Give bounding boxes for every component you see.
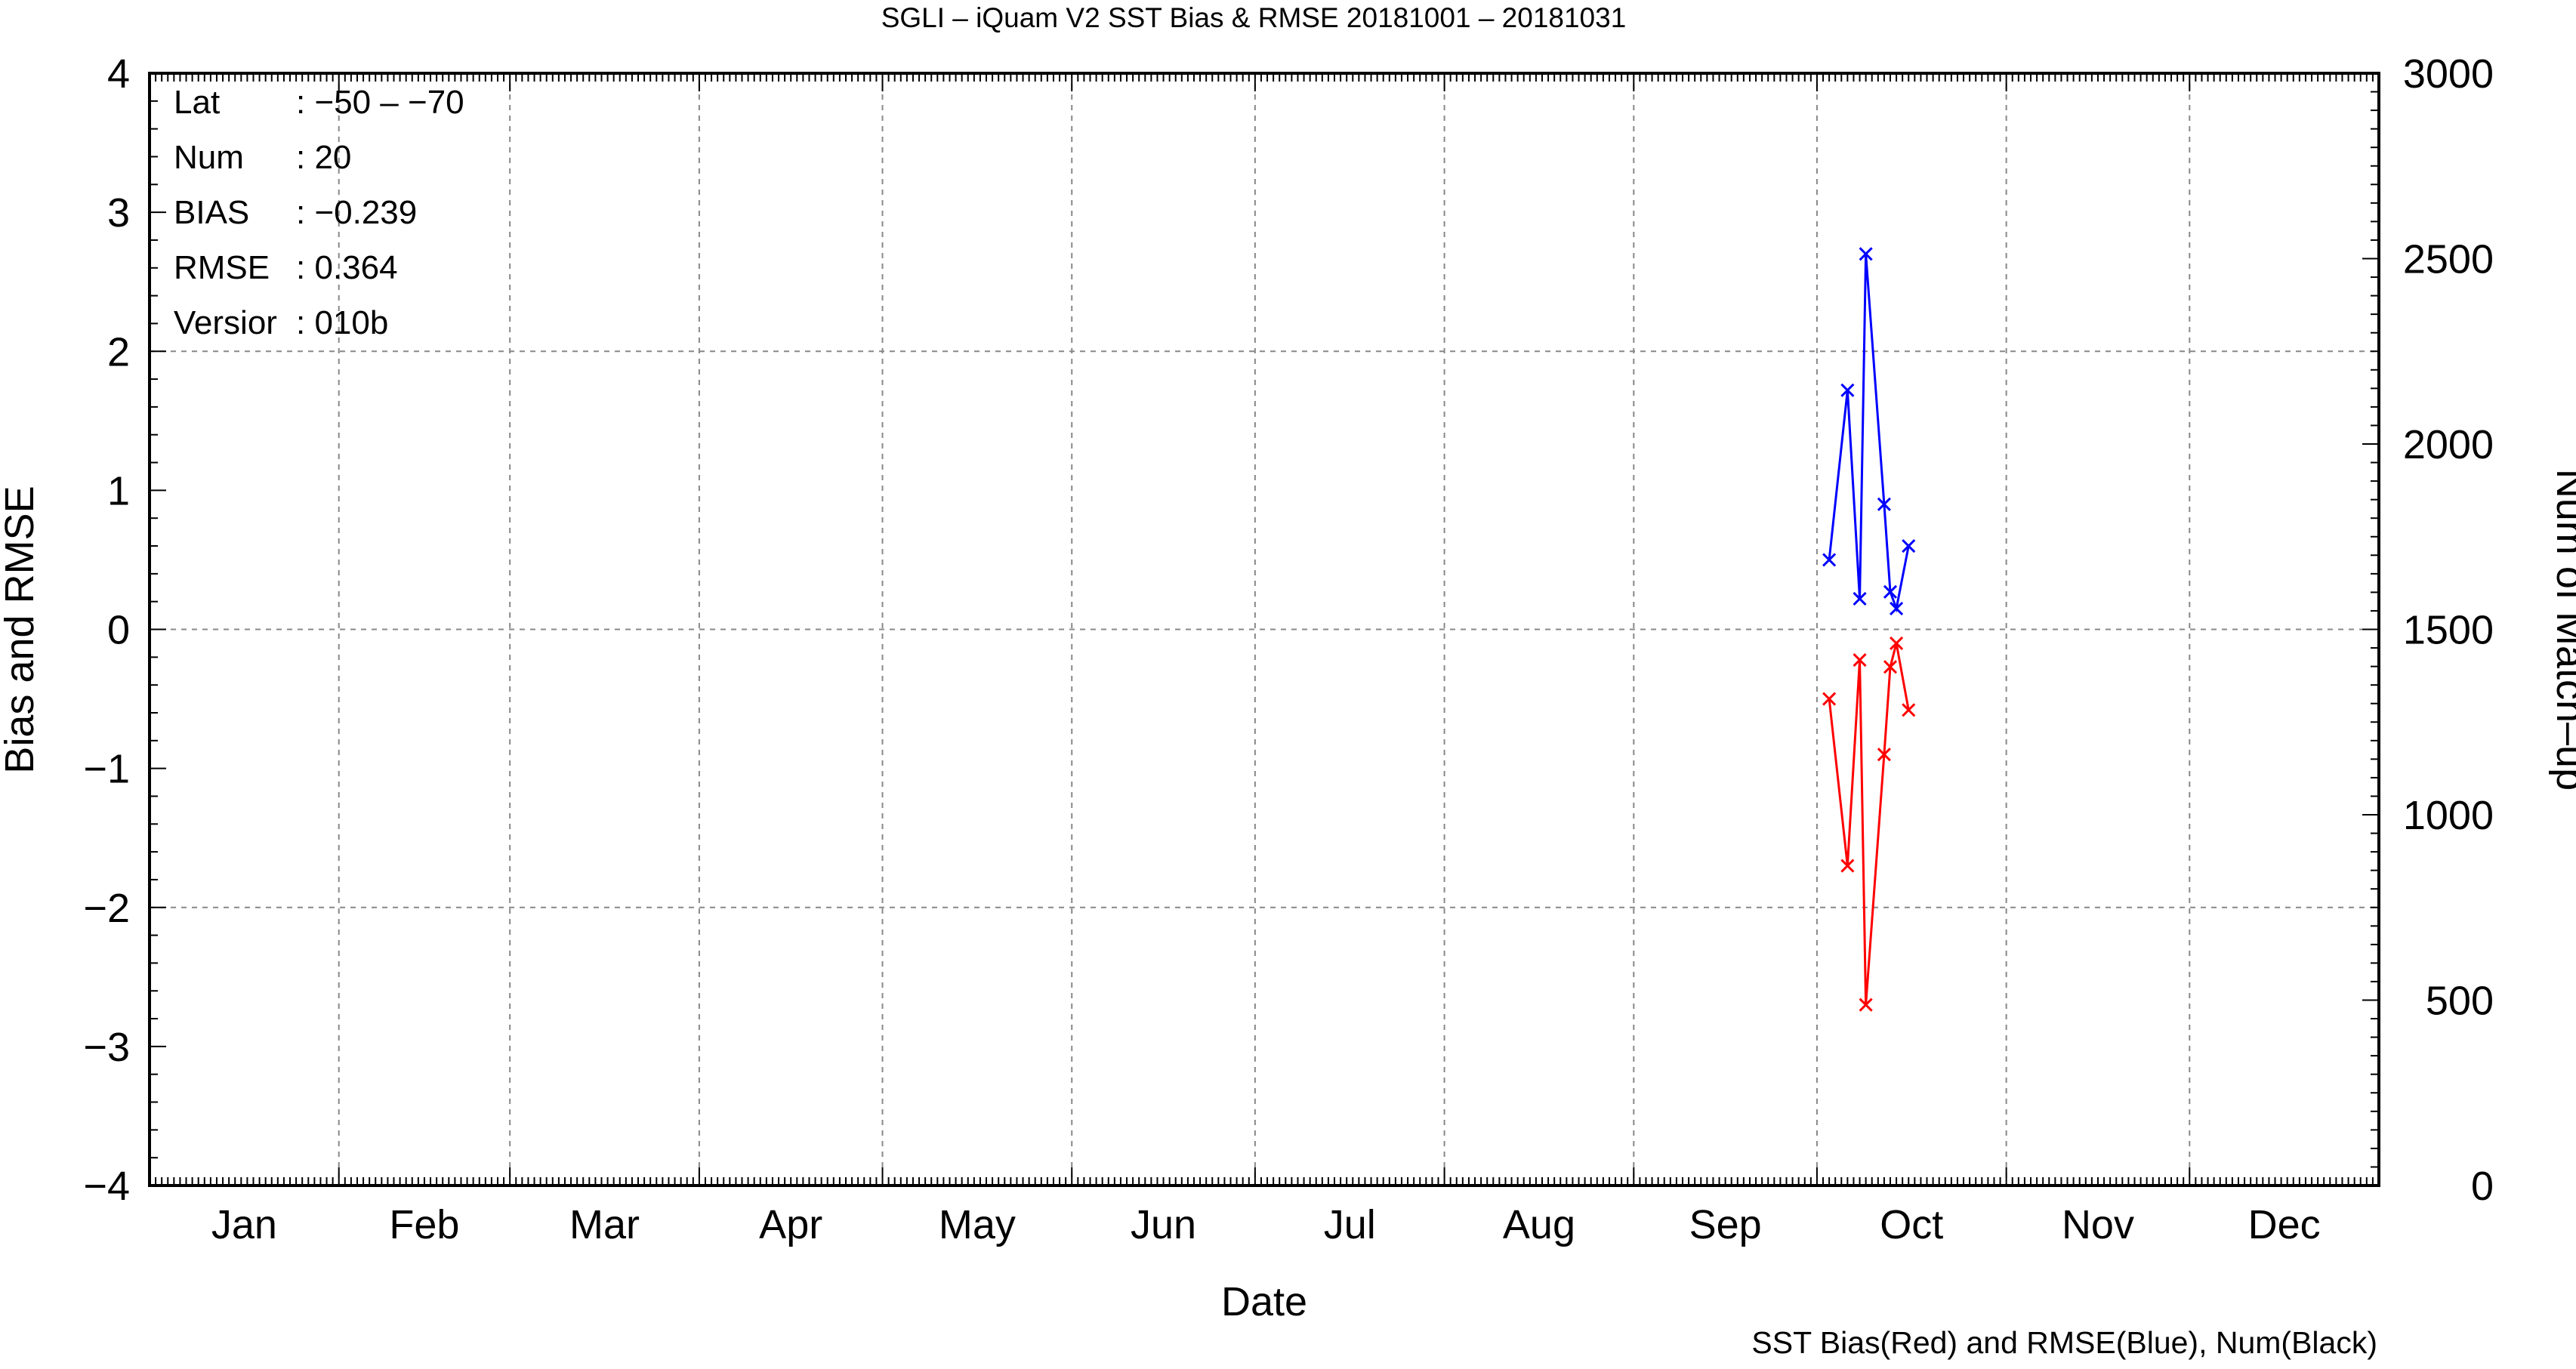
footnote: SST Bias(Red) and RMSE(Blue), Num(Black) — [1751, 1325, 2377, 1360]
x-tick-label: Feb — [389, 1202, 459, 1247]
data-point — [1902, 538, 1916, 553]
data-point — [1877, 748, 1891, 762]
series-lines — [1822, 247, 1916, 1012]
stat-key: Num — [174, 139, 244, 176]
x-tick-label: Sep — [1689, 1202, 1762, 1247]
y2-axis-label: Num of Match–up — [2548, 469, 2576, 791]
x-tick-label: Aug — [1503, 1202, 1575, 1247]
data-point — [1853, 652, 1867, 668]
stat-key: Lat — [174, 84, 220, 121]
chart-title: SGLI – iQuam V2 SST Bias & RMSE 20181001… — [881, 2, 1627, 33]
stat-key: Versior — [174, 304, 277, 341]
y2-tick-label: 3000 — [2403, 51, 2494, 97]
data-point — [1883, 584, 1898, 599]
y-tick-labels: 4 3 2 1 0 −1 −2 −3 −4 — [83, 51, 130, 1209]
data-point — [1883, 660, 1898, 674]
y2-tick-label: 2000 — [2403, 422, 2494, 467]
data-point — [1877, 497, 1891, 511]
y2-tick-label: 1000 — [2403, 793, 2494, 838]
data-point — [1859, 997, 1873, 1012]
stat-value: : 010b — [296, 304, 388, 341]
y-axis-label: Bias and RMSE — [0, 486, 42, 773]
data-point — [1840, 383, 1855, 397]
series-line — [1828, 643, 1910, 1005]
y-tick-label: 2 — [107, 329, 130, 375]
y-tick-label: 3 — [107, 190, 130, 236]
data-point — [1822, 553, 1837, 567]
y2-tick-label: 1500 — [2403, 608, 2494, 653]
x-tick-label: Jun — [1131, 1202, 1196, 1247]
x-tick-label: Nov — [2062, 1202, 2134, 1247]
stats-box: Lat : −50 – −70 Num : 20 BIAS : −0.239 RMSE : 0… — [174, 84, 464, 341]
x-tick-label: Dec — [2248, 1202, 2321, 1247]
data-point — [1890, 636, 1904, 650]
plot-frame — [148, 72, 2380, 1187]
stat-value: : −50 – −70 — [296, 84, 464, 121]
stat-key: RMSE — [174, 249, 270, 286]
x-tick-labels: Jan Feb Mar Apr May Jun Jul Aug Sep Oct Nov Dec — [211, 1202, 2321, 1247]
stat-key: BIAS — [174, 194, 249, 231]
data-point — [1840, 859, 1855, 873]
y-tick-label: 0 — [107, 608, 130, 653]
data-point — [1890, 601, 1904, 615]
x-tick-label: Jul — [1324, 1202, 1376, 1247]
y2-tick-labels: 3000 2500 2000 1500 1000 500 0 — [2403, 51, 2494, 1209]
y-tick-label: −2 — [83, 886, 130, 931]
x-tick-label: May — [939, 1202, 1016, 1247]
x-tick-label: Mar — [569, 1202, 640, 1247]
data-point — [1822, 692, 1837, 706]
y2-tick-label: 2500 — [2403, 237, 2494, 282]
stat-value: : −0.239 — [296, 194, 417, 231]
y-tick-label: 1 — [107, 468, 130, 513]
data-point — [1859, 247, 1873, 261]
x-tick-label: Jan — [211, 1202, 277, 1247]
y2-tick-label: 0 — [2471, 1164, 2494, 1209]
y-tick-label: −1 — [83, 747, 130, 792]
stat-value: : 20 — [296, 139, 351, 176]
y-tick-label: −4 — [83, 1164, 130, 1209]
x-tick-label: Apr — [759, 1202, 822, 1247]
data-point — [1902, 703, 1916, 717]
y2-tick-label: 500 — [2426, 979, 2494, 1024]
x-axis-label: Date — [1221, 1279, 1307, 1324]
y-tick-label: 4 — [107, 51, 130, 97]
x-tick-label: Oct — [1880, 1202, 1943, 1247]
series-line — [1828, 254, 1910, 613]
stat-value: : 0.364 — [296, 249, 398, 286]
data-point — [1853, 591, 1867, 606]
y-tick-label: −3 — [83, 1025, 130, 1070]
grid — [150, 73, 2379, 1186]
